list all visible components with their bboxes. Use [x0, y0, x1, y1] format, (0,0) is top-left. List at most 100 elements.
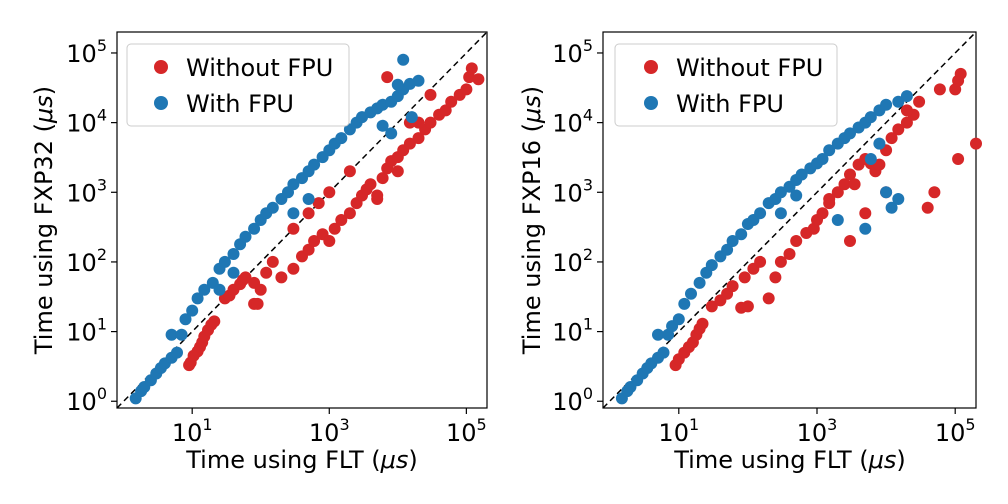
point-with-fpu-52	[831, 214, 844, 226]
point-without-fpu-52	[859, 207, 872, 220]
point-with-fpu-19	[721, 243, 734, 256]
point-without-fpu-20	[260, 266, 273, 279]
point-without-fpu-48	[952, 153, 965, 165]
point-without-fpu-25	[302, 243, 315, 256]
point-with-fpu-27	[287, 178, 300, 191]
x-ticks: 101 103 105	[172, 408, 487, 447]
point-without-fpu-19	[254, 283, 267, 296]
point-without-fpu-27	[831, 186, 844, 199]
x-tick-label-0: 101	[172, 415, 213, 447]
point-without-fpu-56	[391, 165, 404, 178]
point-without-fpu-19	[774, 255, 787, 268]
point-without-fpu-8	[705, 300, 718, 313]
point-with-fpu-42	[880, 98, 893, 111]
point-without-fpu-37	[885, 132, 898, 145]
legend-label-without-fpu: Without FPU	[676, 54, 823, 82]
point-with-fpu-12	[672, 313, 685, 326]
y-tick-label-3: 103	[66, 175, 107, 207]
y-tick-label-2: 102	[552, 245, 593, 277]
legend-box	[614, 43, 838, 127]
point-without-fpu-7	[696, 317, 709, 330]
point-with-fpu-17	[218, 255, 231, 268]
point-without-fpu-14	[738, 271, 751, 284]
point-with-fpu-47	[880, 186, 893, 199]
legend-label-with-fpu: With FPU	[186, 90, 294, 118]
point-with-fpu-21	[248, 222, 261, 235]
point-without-fpu-38	[892, 123, 905, 136]
point-without-fpu-9	[208, 315, 221, 328]
point-without-fpu-30	[335, 214, 348, 226]
point-with-fpu-50	[376, 119, 389, 132]
point-with-fpu-45	[412, 74, 425, 87]
point-with-fpu-9	[652, 328, 664, 341]
x-tick-label-1: 103	[309, 415, 350, 447]
point-with-fpu-33	[816, 153, 829, 165]
point-with-fpu-40	[864, 111, 877, 124]
point-with-fpu-30	[795, 168, 808, 181]
point-with-fpu-20	[726, 235, 739, 247]
point-with-fpu-51	[774, 207, 787, 220]
point-without-fpu-20	[783, 248, 796, 260]
y-tick-label-3: 103	[552, 175, 593, 207]
point-without-fpu-41	[913, 95, 926, 108]
point-without-fpu-16	[754, 255, 767, 268]
y-axis-label: Time using FXP16 (μs)	[518, 86, 546, 355]
point-with-fpu-54	[213, 283, 226, 296]
legend-marker-without-fpu	[154, 60, 168, 74]
point-without-fpu-11	[726, 280, 739, 293]
legend-marker-with-fpu	[644, 96, 658, 110]
identity-reference-line	[602, 31, 977, 409]
point-without-fpu-43	[412, 132, 425, 145]
y-ticks: 100 101 102 103 104 105	[552, 36, 603, 416]
points-group	[615, 67, 982, 405]
point-with-fpu-44	[900, 90, 913, 103]
point-with-fpu-48	[391, 78, 404, 91]
point-without-fpu-45	[424, 116, 437, 129]
point-with-fpu-45	[885, 201, 898, 214]
point-without-fpu-47	[439, 104, 452, 117]
point-without-fpu-29	[328, 222, 341, 235]
plot-frame	[602, 31, 977, 409]
point-without-fpu-22	[275, 271, 288, 284]
point-without-fpu-53	[472, 73, 485, 86]
point-without-fpu-25	[816, 207, 829, 220]
y-tick-label-2: 102	[66, 245, 107, 277]
point-without-fpu-52	[465, 62, 478, 75]
legend-marker-without-fpu	[644, 60, 658, 74]
point-with-fpu-49	[864, 153, 877, 165]
point-with-fpu-46	[892, 193, 905, 205]
point-without-fpu-15	[239, 271, 252, 284]
point-with-fpu-17	[705, 259, 718, 272]
point-without-fpu-30	[848, 178, 861, 191]
point-with-fpu-10	[175, 328, 188, 341]
point-with-fpu-14	[198, 283, 211, 296]
x-axis-label: Time using FLT (μs)	[185, 446, 418, 474]
y-tick-label-0: 100	[66, 384, 107, 416]
x-ticks: 101 103 105	[658, 408, 976, 447]
point-with-fpu-30	[308, 158, 321, 171]
point-with-fpu-8	[171, 346, 183, 359]
point-with-fpu-24	[266, 201, 279, 214]
point-without-fpu-63	[323, 186, 336, 199]
legend-label-without-fpu: Without FPU	[186, 54, 333, 82]
point-with-fpu-14	[685, 287, 697, 300]
point-without-fpu-54	[381, 71, 394, 84]
point-without-fpu-43	[928, 186, 941, 199]
y-tick-label-5: 105	[66, 36, 107, 68]
y-tick-label-4: 104	[66, 106, 107, 138]
point-without-fpu-55	[371, 189, 384, 202]
point-with-fpu-11	[179, 313, 192, 326]
y-axis-label: Time using FXP32 (μs)	[30, 86, 58, 355]
point-without-fpu-61	[312, 197, 325, 210]
point-with-fpu-20	[239, 230, 252, 243]
x-tick-label-0: 101	[658, 415, 699, 447]
point-without-fpu-60	[343, 165, 356, 178]
point-without-fpu-28	[323, 235, 336, 247]
point-without-fpu-58	[424, 88, 437, 101]
y-tick-label-1: 101	[552, 315, 593, 347]
point-with-fpu-8	[657, 346, 670, 359]
point-without-fpu-21	[266, 255, 279, 268]
y-tick-label-1: 101	[66, 315, 107, 347]
point-without-fpu-62	[302, 207, 315, 220]
